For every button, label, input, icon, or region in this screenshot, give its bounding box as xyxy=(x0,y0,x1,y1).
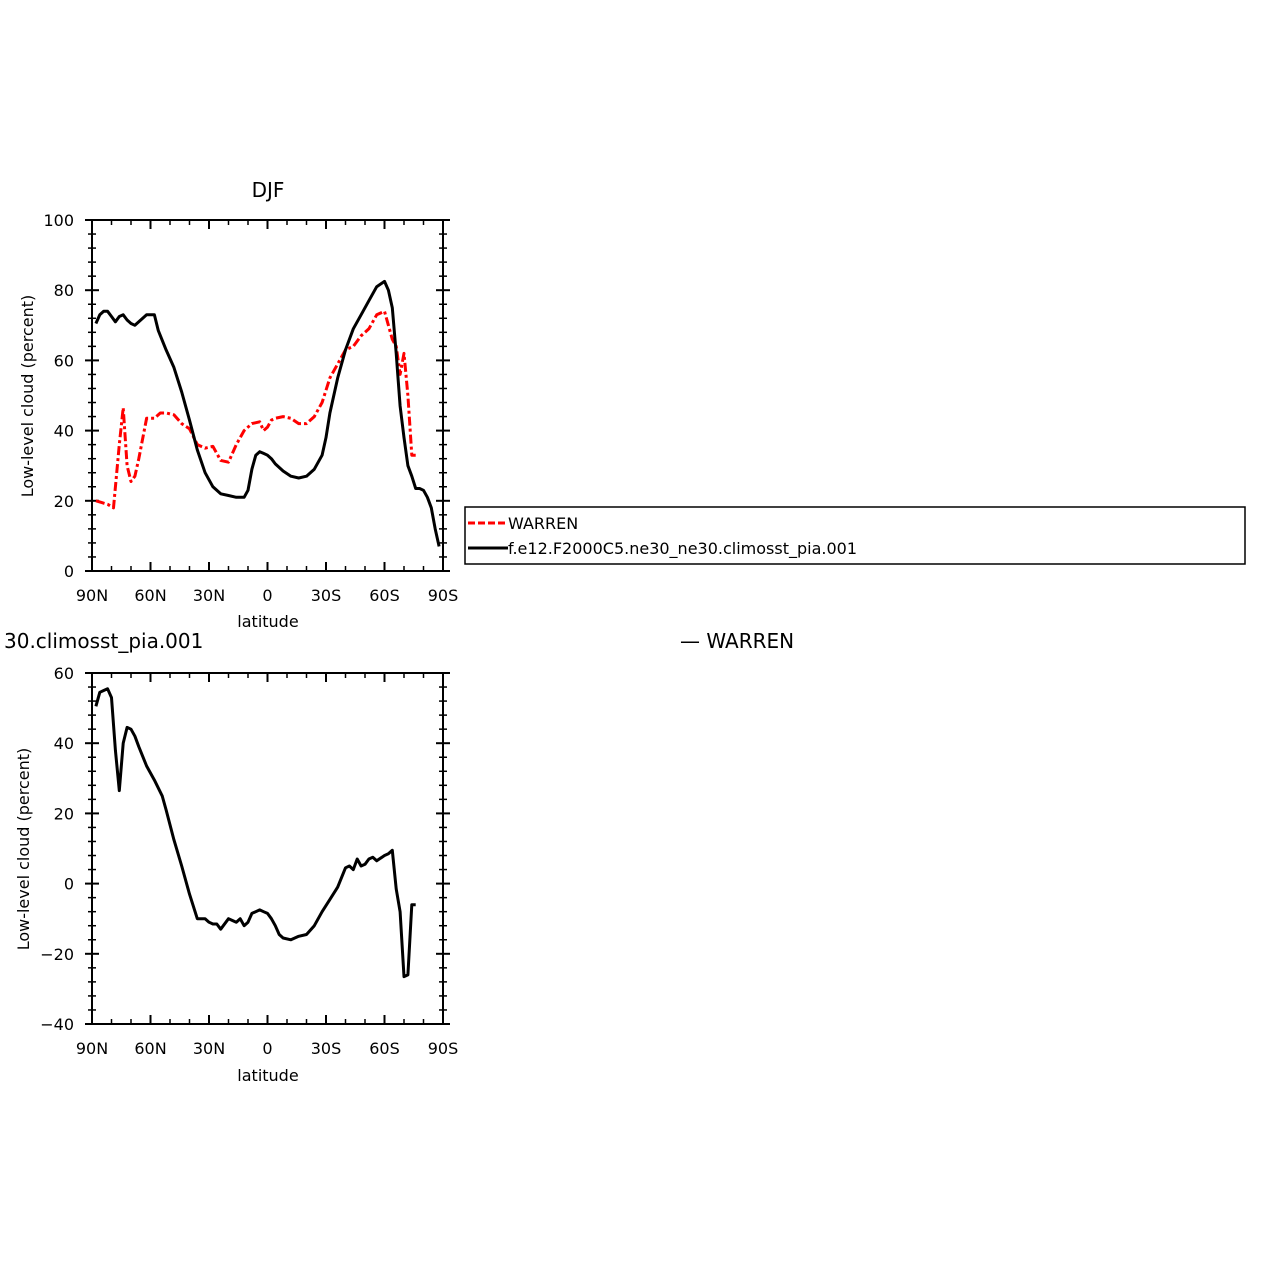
series-line-first xyxy=(95,309,416,510)
panel2-ylabel: Low-level cloud (percent) xyxy=(14,748,33,951)
x-tick-label: 30S xyxy=(311,586,342,605)
panel2-series xyxy=(94,687,416,979)
x-tick-label: 90N xyxy=(76,1039,108,1058)
x-tick-label: 90S xyxy=(428,1039,459,1058)
x-tick-label: 90N xyxy=(76,586,108,605)
panel2-ticks xyxy=(85,672,450,1025)
panel1-title: DJF xyxy=(252,178,285,202)
y-tick-label: 20 xyxy=(54,804,74,823)
difference-panel: 30.climosst_pia.001 — WARREN 90N 60N 30N 0 3… xyxy=(4,629,794,1085)
y-tick-label: −40 xyxy=(40,1015,74,1034)
x-tick-label: 30N xyxy=(193,586,225,605)
panel2-xlabel: latitude xyxy=(237,1066,298,1085)
panel1-ticks xyxy=(85,219,450,572)
y-tick-label: 60 xyxy=(54,664,74,683)
y-tick-label: 40 xyxy=(54,422,74,441)
panel2-tick-labels: 90N 60N 30N 0 30S 60S 90S −40 −20 0 20 40 60 xyxy=(40,664,458,1058)
y-tick-label: 100 xyxy=(43,211,74,230)
panel1-series xyxy=(94,279,441,547)
y-tick-label: −20 xyxy=(40,945,74,964)
y-tick-label: 0 xyxy=(64,875,74,894)
panel1-plot-frame xyxy=(91,219,444,572)
legend: WARREN f.e12.F2000C5.ne30_ne30.climosst_… xyxy=(464,506,1246,565)
x-tick-label: 0 xyxy=(262,1039,272,1058)
legend-box xyxy=(464,506,1246,565)
x-tick-label: 30N xyxy=(193,1039,225,1058)
djf-panel: DJF 90N 60N 30N 0 30S 60S 90S 0 20 40 60 80 100 lati… xyxy=(18,178,458,631)
x-tick-label: 30S xyxy=(311,1039,342,1058)
x-tick-label: 60N xyxy=(134,1039,166,1058)
x-tick-label: 60S xyxy=(369,1039,400,1058)
panel1-ylabel: Low-level cloud (percent) xyxy=(18,295,37,498)
y-tick-label: 20 xyxy=(54,492,74,511)
x-tick-label: 60N xyxy=(134,586,166,605)
panel2-title-right: — WARREN xyxy=(680,629,794,653)
x-tick-label: 90S xyxy=(428,586,459,605)
y-tick-label: 40 xyxy=(54,734,74,753)
panel1-tick-labels: 90N 60N 30N 0 30S 60S 90S 0 20 40 60 80 100 xyxy=(43,211,458,605)
x-tick-label: 60S xyxy=(369,586,400,605)
panel2-plot-frame xyxy=(91,672,444,1025)
y-tick-label: 80 xyxy=(54,281,74,300)
y-tick-label: 60 xyxy=(54,351,74,370)
series-line-second xyxy=(94,279,441,547)
panel2-title-left: 30.climosst_pia.001 xyxy=(4,629,203,653)
series-line-first xyxy=(94,687,416,979)
legend-label-warren: WARREN xyxy=(508,514,578,533)
legend-label-model: f.e12.F2000C5.ne30_ne30.climosst_pia.001 xyxy=(508,539,857,559)
panel1-xlabel: latitude xyxy=(237,612,298,631)
x-tick-label: 0 xyxy=(262,586,272,605)
y-tick-label: 0 xyxy=(64,562,74,581)
